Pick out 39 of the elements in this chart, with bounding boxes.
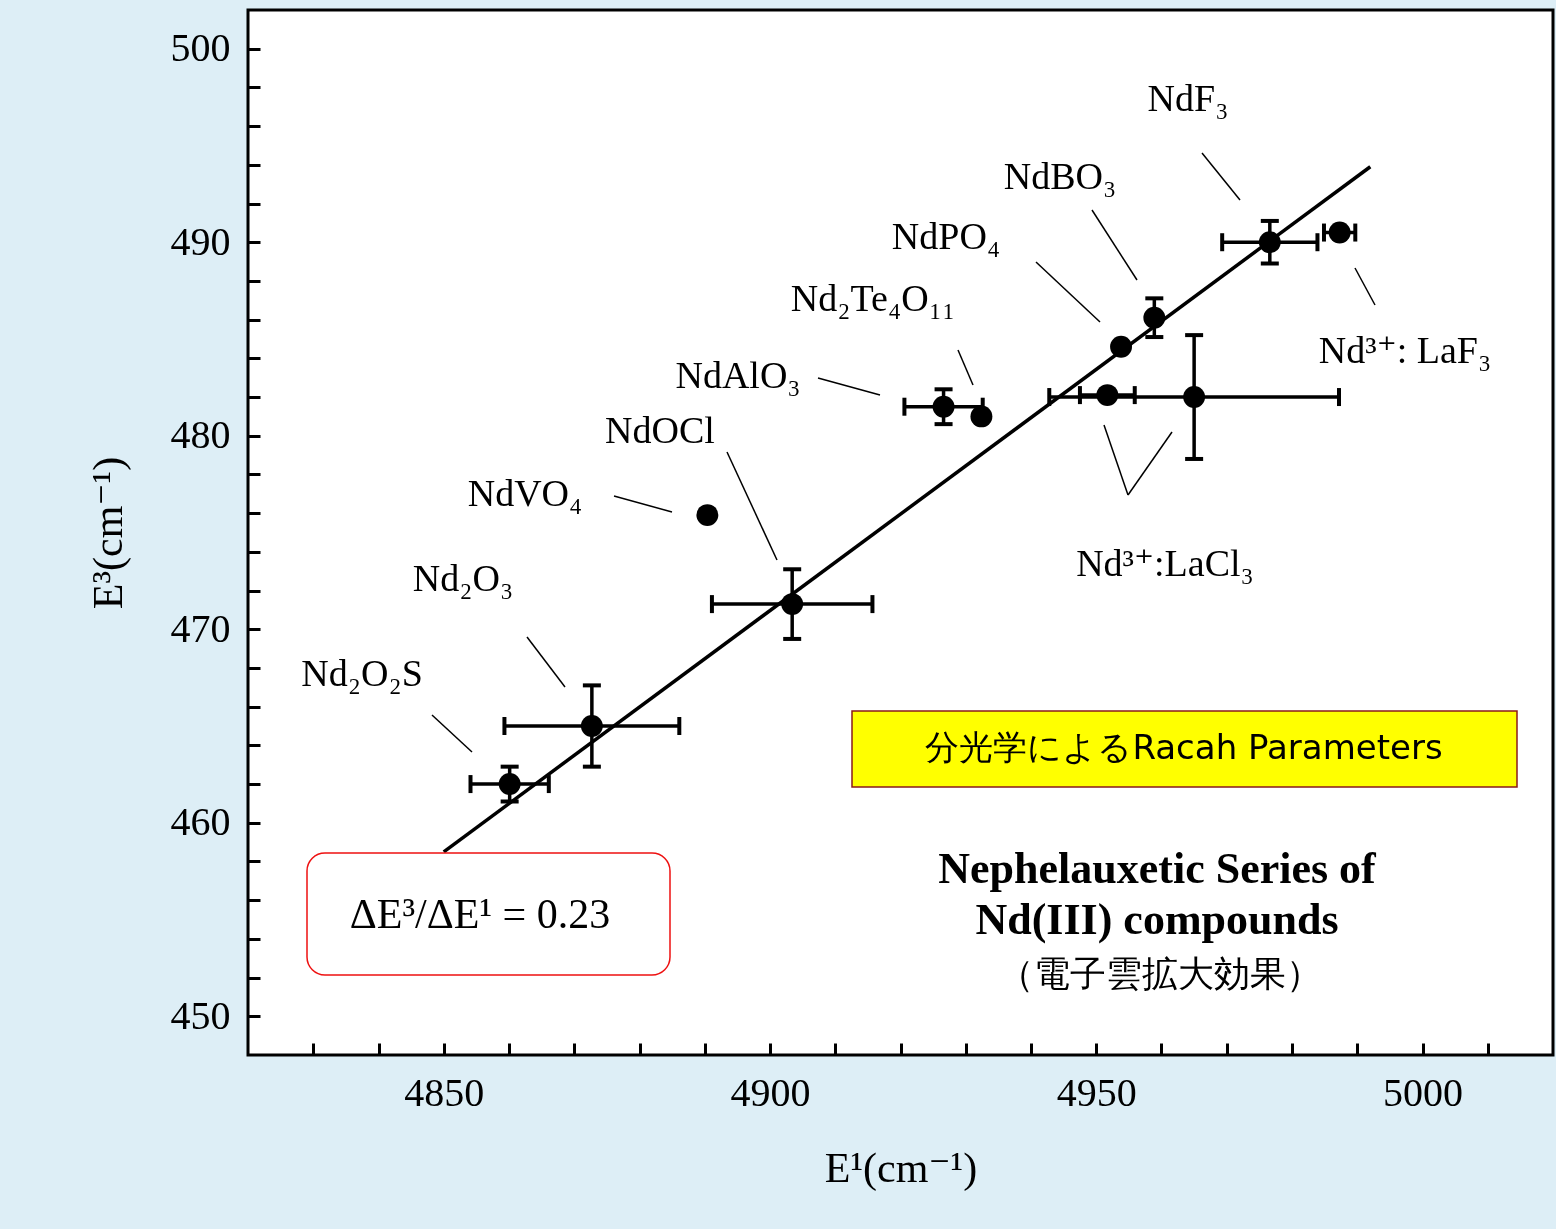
y-tick-label: 450: [170, 992, 231, 1038]
x-tick-label: 5000: [1383, 1069, 1463, 1115]
annotation: （電子雲拡大効果）: [998, 953, 1322, 994]
annotation: NdF₃: [1147, 77, 1229, 119]
point: [932, 395, 955, 418]
annotation: NdVO₄: [467, 472, 583, 514]
point: [781, 593, 804, 616]
annotation: Nd³⁺:LaCl₃: [1076, 542, 1254, 584]
x-tick-label: 4850: [404, 1069, 485, 1115]
annotation: NdPO₄: [891, 215, 1001, 257]
point: [1096, 384, 1119, 407]
y-tick-label: 470: [170, 605, 231, 651]
point: [1328, 221, 1351, 244]
annotation: NdAlO₃: [675, 354, 801, 396]
annotation: Nd₂O₂S: [301, 652, 423, 694]
y-axis-title: E³(cm⁻¹): [84, 456, 132, 610]
y-tick-label: 460: [170, 799, 231, 845]
annotation: NdBO₃: [1003, 155, 1117, 197]
y-tick-label: 500: [170, 25, 231, 71]
y-tick-label: 490: [170, 218, 231, 264]
point: [1110, 335, 1132, 358]
annotation: Nd₂Te₄O₁₁: [790, 277, 956, 319]
point: [1258, 231, 1281, 254]
point: [970, 405, 993, 428]
point: [580, 715, 603, 737]
point: [498, 773, 521, 796]
point: [696, 504, 719, 527]
x-tick-label: 4900: [730, 1069, 811, 1115]
annotation: Nd₂O₃: [412, 557, 514, 599]
x-tick-label: 4950: [1056, 1069, 1137, 1115]
annotation: Nephelauxetic Series of Nd(III) compounds: [938, 844, 1378, 944]
y-tick-label: 480: [170, 412, 231, 458]
annotation: 分光学によるRacah Parameters: [925, 727, 1443, 767]
point: [1143, 306, 1166, 329]
x-axis-title: E¹(cm⁻¹): [824, 1144, 978, 1192]
annotation: Nd³⁺: LaF₃: [1318, 329, 1492, 371]
annotation: NdOCl: [605, 409, 715, 451]
point: [1183, 386, 1206, 408]
annotation: ΔE³/ΔE¹ = 0.23: [349, 891, 611, 937]
